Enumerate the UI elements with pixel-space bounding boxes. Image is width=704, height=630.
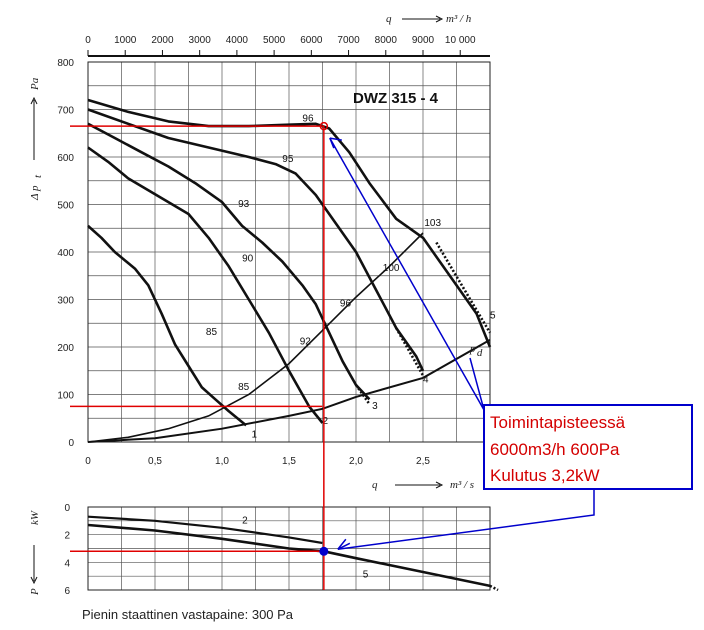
- power-axis-arrowhead: [30, 576, 38, 585]
- power-curve-label: 5: [363, 570, 369, 581]
- y-axis-tick-label: 700: [57, 106, 74, 117]
- callout-arrow-to-power-point: [337, 489, 595, 551]
- power-curve-dotted-extension: [489, 584, 499, 592]
- x-axis-tick-label: 2,5: [416, 456, 430, 467]
- efficiency-label: 85: [206, 327, 218, 338]
- top-axis-tick-label: 2000: [151, 35, 174, 46]
- y-axis-tick-label: 800: [57, 58, 74, 69]
- efficiency-label: 85: [238, 382, 250, 393]
- power-axis-p-label: P: [29, 588, 41, 596]
- top-axis-tick-label: 5000: [263, 35, 286, 46]
- chart-title: DWZ 315 - 4: [353, 90, 439, 107]
- power-curve-2: [87, 515, 323, 545]
- top-axis-tick-label: 10 000: [445, 35, 476, 46]
- top-axis-tick-label: 8000: [375, 35, 398, 46]
- x-axis-tick-label: 0,5: [148, 456, 162, 467]
- callout-line-3: Kulutus 3,2kW: [490, 466, 600, 485]
- y-axis-tick-label: 100: [57, 391, 74, 402]
- curve-number-label: 4: [423, 375, 429, 386]
- power-point-marker: [319, 546, 329, 556]
- top-axis-tick-label: 3000: [189, 35, 212, 46]
- top-axis-unit-label: m³ / h: [446, 13, 472, 25]
- y-axis-tick-label: 400: [57, 248, 74, 259]
- power-axis-tick-label: 0: [64, 503, 70, 514]
- pd-label-subscript: d: [477, 347, 483, 359]
- x-axis-tick-label: 1,5: [282, 456, 296, 467]
- y-axis-delta-p-label: Δ p: [29, 185, 41, 201]
- curve-number-label: 3: [372, 401, 378, 412]
- pd-label: p: [469, 343, 476, 355]
- x-axis-arrowhead: [435, 481, 444, 489]
- efficiency-label: 92: [300, 337, 312, 348]
- efficiency-label: 93: [238, 199, 250, 210]
- bottom-plot-frame: [87, 506, 491, 591]
- system-curve: [87, 232, 424, 443]
- efficiency-label: 103: [424, 218, 441, 229]
- pd-curve: [87, 339, 491, 443]
- efficiency-label: 90: [242, 254, 254, 265]
- efficiency-label: 100: [383, 263, 400, 274]
- power-axis-tick-label: 2: [64, 531, 70, 542]
- top-axis-tick-label: 1000: [114, 35, 137, 46]
- y-axis-arrowhead: [30, 96, 38, 105]
- curves: [87, 98, 499, 592]
- power-axis-tick-label: 4: [64, 558, 70, 569]
- top-chart-grid: [87, 61, 491, 443]
- callout-arrowhead-bottom: [337, 538, 351, 550]
- x-axis-q-label: q: [372, 479, 378, 491]
- power-axis-tick-label: 6: [64, 586, 70, 597]
- x-axis-tick-label: 0: [85, 456, 91, 467]
- fan-curve-3: [87, 122, 371, 401]
- power-curve-5: [87, 523, 491, 588]
- callout-arrowhead-top: [329, 137, 342, 149]
- curve-number-label: 1: [251, 429, 257, 440]
- x-axis-unit-label: m³ / s: [450, 479, 474, 491]
- top-axis-q-label: q: [386, 13, 392, 25]
- fan-curve-4: [87, 108, 425, 372]
- y-axis-tick-label: 200: [57, 343, 74, 354]
- callout-arrow-to-pd: [469, 357, 485, 411]
- y-axis-tick-label: 600: [57, 153, 74, 164]
- callout-line-1: Toimintapisteessä: [490, 413, 626, 432]
- top-axis-tick-label: 0: [85, 35, 91, 46]
- top-axis-tick-label: 4000: [226, 35, 249, 46]
- fan-curve-2: [87, 146, 324, 424]
- top-plot-frame: [87, 61, 491, 443]
- x-axis-tick-label: 2,0: [349, 456, 363, 467]
- power-axis-title: PkW: [29, 510, 41, 596]
- y-axis-title: Δ p t Pa: [29, 77, 44, 201]
- y-axis-tick-label: 500: [57, 201, 74, 212]
- callout-line-2: 6000m3/h 600Pa: [490, 440, 620, 459]
- operating-point-marker: [319, 121, 329, 131]
- y-axis-subscript: t: [32, 174, 44, 178]
- y-axis-tick-label: 0: [68, 438, 74, 449]
- callout-box: [483, 404, 693, 490]
- efficiency-label: 95: [282, 154, 294, 165]
- curve-dotted-extension: [435, 241, 492, 334]
- curve-number-label: 5: [490, 311, 496, 322]
- fan-curve-1: [87, 224, 247, 427]
- min-static-pressure-note: Pienin staattinen vastapaine: 300 Pa: [82, 607, 294, 622]
- top-axis-arrowhead: [435, 15, 444, 23]
- efficiency-label: 96: [340, 299, 352, 310]
- callout-arrow-to-operating-point: [329, 137, 485, 411]
- power-curve-label: 2: [242, 516, 248, 527]
- x-axis-tick-label: 1,0: [215, 456, 229, 467]
- labels: 96 95 93 90 85 85 92 96 100 103 1 2 3 4 5 p d 2 5: [206, 113, 496, 580]
- top-axis-tick-label: 7000: [337, 35, 360, 46]
- curve-number-label: 2: [323, 416, 329, 427]
- y-axis-tick-label: 300: [57, 296, 74, 307]
- y-axis-unit: Pa: [29, 77, 41, 91]
- top-axis-tick-label: 9000: [412, 35, 435, 46]
- curve-dotted-extension: [395, 327, 425, 377]
- annotations: [70, 121, 595, 590]
- power-axis-unit: kW: [29, 510, 41, 525]
- efficiency-label: 96: [302, 113, 314, 124]
- top-axis-tick-label: 6000: [300, 35, 323, 46]
- fan-curve-5: [87, 98, 492, 348]
